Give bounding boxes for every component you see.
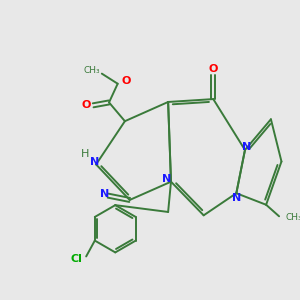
Text: O: O — [121, 76, 130, 86]
Text: CH₃: CH₃ — [83, 66, 100, 75]
Text: N: N — [162, 174, 171, 184]
Text: O: O — [81, 100, 91, 110]
Text: H: H — [81, 149, 89, 159]
Text: N: N — [232, 193, 241, 202]
Text: CH₃: CH₃ — [285, 213, 300, 222]
Text: N: N — [90, 157, 99, 167]
Text: N: N — [100, 189, 109, 199]
Text: O: O — [208, 64, 218, 74]
Text: N: N — [242, 142, 251, 152]
Text: Cl: Cl — [70, 254, 82, 264]
